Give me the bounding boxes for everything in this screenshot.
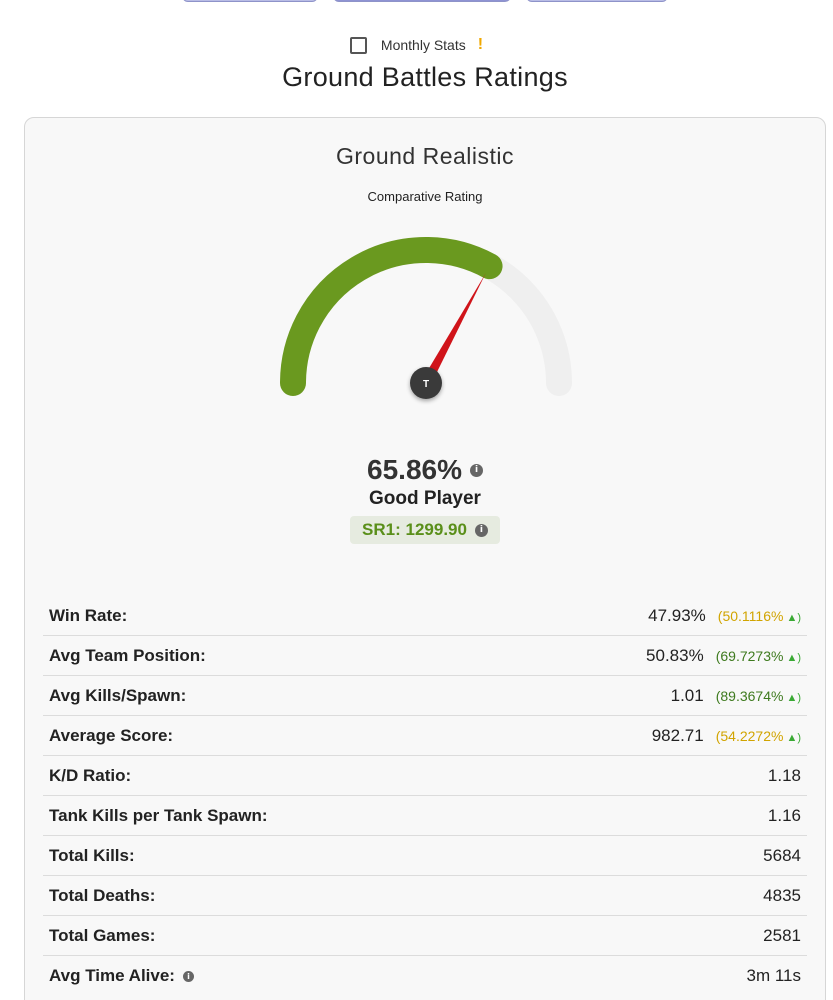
stat-percentile-text: (89.3674% [715,687,784,704]
stat-percentile: (54.2272% ▲) [716,728,801,744]
stat-row: Win Rate: 47.93% (50.1116% ▲) [43,596,807,636]
stat-label-text: Avg Kills/Spawn: [49,685,187,705]
stat-value: 4835 [763,886,801,906]
nav-tab-3[interactable] [526,0,668,2]
stat-value-text: 4835 [763,885,801,905]
stat-label-text: Total Games: [49,925,156,945]
stat-row: Avg Team Position: 50.83% (69.7273% ▲) [43,636,807,676]
nav-tab-1[interactable] [182,0,318,2]
warning-icon[interactable]: ! [477,36,484,53]
stat-row: Total Deaths: 4835 [43,876,807,916]
stat-label: Avg Time Alive: i [49,966,194,986]
stat-label-text: Win Rate: [49,605,128,625]
stat-value: 2581 [763,926,801,946]
arrow-up-icon: ▲) [786,611,801,624]
stat-value-text: 3m 11s [746,966,802,985]
monthly-stats-toggle: Monthly Stats ! [0,36,833,54]
comparative-rating-gauge: T [280,237,572,399]
stat-value: 1.01 (89.3674% ▲) [671,686,801,706]
stat-value-text: 1.16 [767,805,801,825]
stat-percentile-text: (54.2272% [715,727,784,744]
sr-value: SR1: 1299.90 [362,520,467,539]
stat-value-text: 982.71 [651,725,704,745]
ground-realistic-card: Ground Realistic Comparative Rating T 65… [24,117,826,1000]
stat-row: Avg Time Alive: i 3m 11s [43,956,807,996]
gauge-hub-label: T [423,379,429,390]
stat-value: 3m 11s [747,966,802,986]
page-title: Ground Battles Ratings [282,62,568,92]
stat-value: 5684 [763,846,801,866]
stat-value-text: 47.93% [648,605,706,625]
monthly-stats-checkbox[interactable] [349,36,367,54]
stat-label-text: Tank Kills per Tank Spawn: [49,805,268,825]
stats-table: Win Rate: 47.93% (50.1116% ▲) Avg Team Posit… [43,596,807,996]
stat-label: Avg Team Position: [49,646,206,666]
stat-label: Total Kills: [49,846,135,866]
stat-value: 47.93% (50.1116% ▲) [648,606,801,626]
stat-percentile-text: (69.7273% [715,647,784,664]
sr-info-icon[interactable]: i [474,523,488,537]
arrow-up-icon: ▲) [786,691,801,704]
rating-percentage: 65.86% i [367,454,483,486]
stat-value: 982.71 (54.2272% ▲) [652,726,801,746]
stat-percentile: (50.1116% ▲) [718,608,801,624]
stat-value-text: 5684 [763,845,801,865]
stat-value-text: 1.01 [670,685,704,705]
info-icon[interactable]: i [469,463,483,477]
stat-label: Total Games: [49,926,155,946]
stat-percentile: (69.7273% ▲) [716,648,801,664]
stat-label-text: Avg Team Position: [49,645,206,665]
stat-label: Total Deaths: [49,886,155,906]
stat-value: 1.18 [768,766,801,786]
card-subtitle: Comparative Rating [367,189,483,204]
stat-row: Total Kills: 5684 [43,836,807,876]
stat-label-text: K/D Ratio: [49,765,132,785]
stat-label-text: Total Kills: [49,845,135,865]
player-label: Good Player [369,488,481,509]
stat-value-text: 2581 [763,925,801,945]
stat-value: 50.83% (69.7273% ▲) [646,646,801,666]
stat-row: Total Games: 2581 [43,916,807,956]
nav-tab-2[interactable] [333,0,511,2]
stat-row: Tank Kills per Tank Spawn: 1.16 [43,796,807,836]
stat-row: Average Score: 982.71 (54.2272% ▲) [43,716,807,756]
stat-percentile-text: (50.1116% [717,607,784,624]
stat-value-text: 1.18 [767,765,801,785]
stat-row: Avg Kills/Spawn: 1.01 (89.3674% ▲) [43,676,807,716]
stat-value-text: 50.83% [646,645,704,665]
stat-label: Avg Kills/Spawn: [49,686,186,706]
stat-label: Tank Kills per Tank Spawn: [49,806,268,826]
stat-label-text: Total Deaths: [49,885,156,905]
info-icon[interactable]: i [182,970,194,982]
gauge-hub-icon [410,367,442,399]
stat-label: Win Rate: [49,606,127,626]
stat-value: 1.16 [768,806,801,826]
arrow-up-icon: ▲) [786,731,801,744]
stat-label: Average Score: [49,726,173,746]
rating-summary: 65.86% i Good Player SR1: 1299.90 i [25,454,825,544]
sr-badge: SR1: 1299.90 i [350,516,500,544]
monthly-stats-label[interactable]: Monthly Stats [380,37,466,53]
arrow-up-icon: ▲) [786,651,801,664]
gauge-track [280,237,572,396]
stat-label: K/D Ratio: [49,766,131,786]
stat-row: K/D Ratio: 1.18 [43,756,807,796]
stat-label-text: Average Score: [49,725,174,745]
stat-label-text: Avg Time Alive: [49,966,175,985]
gauge-needle [421,273,486,386]
stat-percentile: (89.3674% ▲) [716,688,801,704]
gauge-fill [280,237,503,396]
rating-percentage-value: 65.86% [367,454,462,485]
card-title: Ground Realistic [335,143,515,169]
